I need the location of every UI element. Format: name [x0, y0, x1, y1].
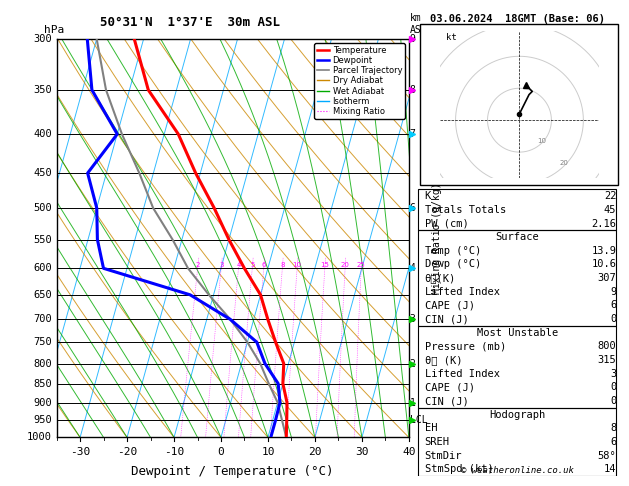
- Text: Dewp (°C): Dewp (°C): [425, 260, 481, 270]
- Text: StmSpd (kt): StmSpd (kt): [425, 465, 493, 474]
- Text: 9: 9: [610, 287, 616, 297]
- Text: 10: 10: [292, 262, 302, 268]
- Text: Most Unstable: Most Unstable: [477, 328, 558, 338]
- Text: 900: 900: [33, 398, 52, 408]
- Text: 800: 800: [33, 359, 52, 368]
- Text: hPa: hPa: [44, 25, 65, 35]
- Text: 25: 25: [357, 262, 365, 268]
- Text: Temp (°C): Temp (°C): [425, 246, 481, 256]
- Text: 40: 40: [402, 447, 416, 457]
- Text: -30: -30: [70, 447, 90, 457]
- Text: Lifted Index: Lifted Index: [425, 287, 499, 297]
- Text: 1: 1: [409, 398, 415, 408]
- Text: Totals Totals: Totals Totals: [425, 205, 506, 215]
- Text: 400: 400: [33, 129, 52, 139]
- Text: 2.16: 2.16: [591, 219, 616, 228]
- Text: 5: 5: [250, 262, 255, 268]
- Text: EH: EH: [425, 423, 437, 434]
- Text: 450: 450: [33, 168, 52, 178]
- Text: Pressure (mb): Pressure (mb): [425, 342, 506, 351]
- Text: 14: 14: [604, 465, 616, 474]
- Bar: [418, 190, 616, 230]
- Text: 650: 650: [33, 290, 52, 300]
- Bar: [418, 326, 616, 408]
- Text: Lifted Index: Lifted Index: [425, 369, 499, 379]
- Text: 45: 45: [604, 205, 616, 215]
- Text: 0: 0: [610, 382, 616, 393]
- Text: 15: 15: [320, 262, 329, 268]
- Text: 600: 600: [33, 263, 52, 273]
- Text: 350: 350: [33, 85, 52, 95]
- Text: CIN (J): CIN (J): [425, 314, 469, 324]
- Legend: Temperature, Dewpoint, Parcel Trajectory, Dry Adiabat, Wet Adiabat, Isotherm, Mi: Temperature, Dewpoint, Parcel Trajectory…: [314, 43, 404, 119]
- Text: 315: 315: [598, 355, 616, 365]
- Text: 9: 9: [409, 34, 415, 44]
- Text: 6: 6: [409, 203, 415, 213]
- Text: 500: 500: [33, 203, 52, 213]
- Text: -20: -20: [117, 447, 137, 457]
- Text: 8: 8: [280, 262, 284, 268]
- Text: 20: 20: [308, 447, 321, 457]
- Bar: [418, 408, 616, 476]
- Text: 58°: 58°: [598, 451, 616, 461]
- Text: 50°31'N  1°37'E  30m ASL: 50°31'N 1°37'E 30m ASL: [101, 16, 281, 29]
- Text: 20: 20: [341, 262, 350, 268]
- Text: CAPE (J): CAPE (J): [425, 300, 475, 311]
- Text: SREH: SREH: [425, 437, 450, 447]
- Text: CIN (J): CIN (J): [425, 396, 469, 406]
- Text: 2: 2: [409, 359, 415, 368]
- Text: 8: 8: [409, 85, 415, 95]
- Text: PW (cm): PW (cm): [425, 219, 469, 228]
- Text: -10: -10: [164, 447, 184, 457]
- Text: 850: 850: [33, 379, 52, 389]
- Text: 22: 22: [604, 191, 616, 201]
- Text: 300: 300: [33, 34, 52, 44]
- Text: 03.06.2024  18GMT (Base: 06): 03.06.2024 18GMT (Base: 06): [430, 15, 605, 24]
- Text: 550: 550: [33, 235, 52, 244]
- Text: km
ASL: km ASL: [409, 13, 427, 35]
- Text: LCL: LCL: [409, 416, 427, 425]
- Text: Hodograph: Hodograph: [489, 410, 545, 420]
- Text: 700: 700: [33, 314, 52, 324]
- Text: 8: 8: [610, 423, 616, 434]
- Text: 750: 750: [33, 337, 52, 347]
- Text: 950: 950: [33, 416, 52, 425]
- Text: 307: 307: [598, 273, 616, 283]
- Text: Mixing Ratio (g/kg): Mixing Ratio (g/kg): [432, 182, 442, 294]
- Text: 0: 0: [610, 314, 616, 324]
- Bar: [420, 24, 618, 185]
- Text: θᴇ(K): θᴇ(K): [425, 273, 456, 283]
- Text: 13.9: 13.9: [591, 246, 616, 256]
- Text: θᴇ (K): θᴇ (K): [425, 355, 462, 365]
- Text: 1000: 1000: [27, 433, 52, 442]
- Text: 6: 6: [610, 300, 616, 311]
- Text: 2: 2: [196, 262, 200, 268]
- Text: CAPE (J): CAPE (J): [425, 382, 475, 393]
- Text: © weatheronline.co.uk: © weatheronline.co.uk: [461, 466, 574, 475]
- Text: 30: 30: [355, 447, 369, 457]
- Text: 4: 4: [237, 262, 241, 268]
- Text: 4: 4: [409, 263, 415, 273]
- Text: 3: 3: [219, 262, 223, 268]
- Text: StmDir: StmDir: [425, 451, 462, 461]
- Text: 6: 6: [262, 262, 266, 268]
- Text: 10: 10: [261, 447, 275, 457]
- Text: Dewpoint / Temperature (°C): Dewpoint / Temperature (°C): [131, 465, 334, 478]
- Text: 6: 6: [610, 437, 616, 447]
- Text: 800: 800: [598, 342, 616, 351]
- Bar: [418, 230, 616, 326]
- Text: Surface: Surface: [496, 232, 539, 242]
- Text: K: K: [425, 191, 431, 201]
- Text: 0: 0: [218, 447, 225, 457]
- Text: 3: 3: [610, 369, 616, 379]
- Text: 0: 0: [610, 396, 616, 406]
- Text: 3: 3: [409, 314, 415, 324]
- Text: 7: 7: [409, 129, 415, 139]
- Text: 10.6: 10.6: [591, 260, 616, 270]
